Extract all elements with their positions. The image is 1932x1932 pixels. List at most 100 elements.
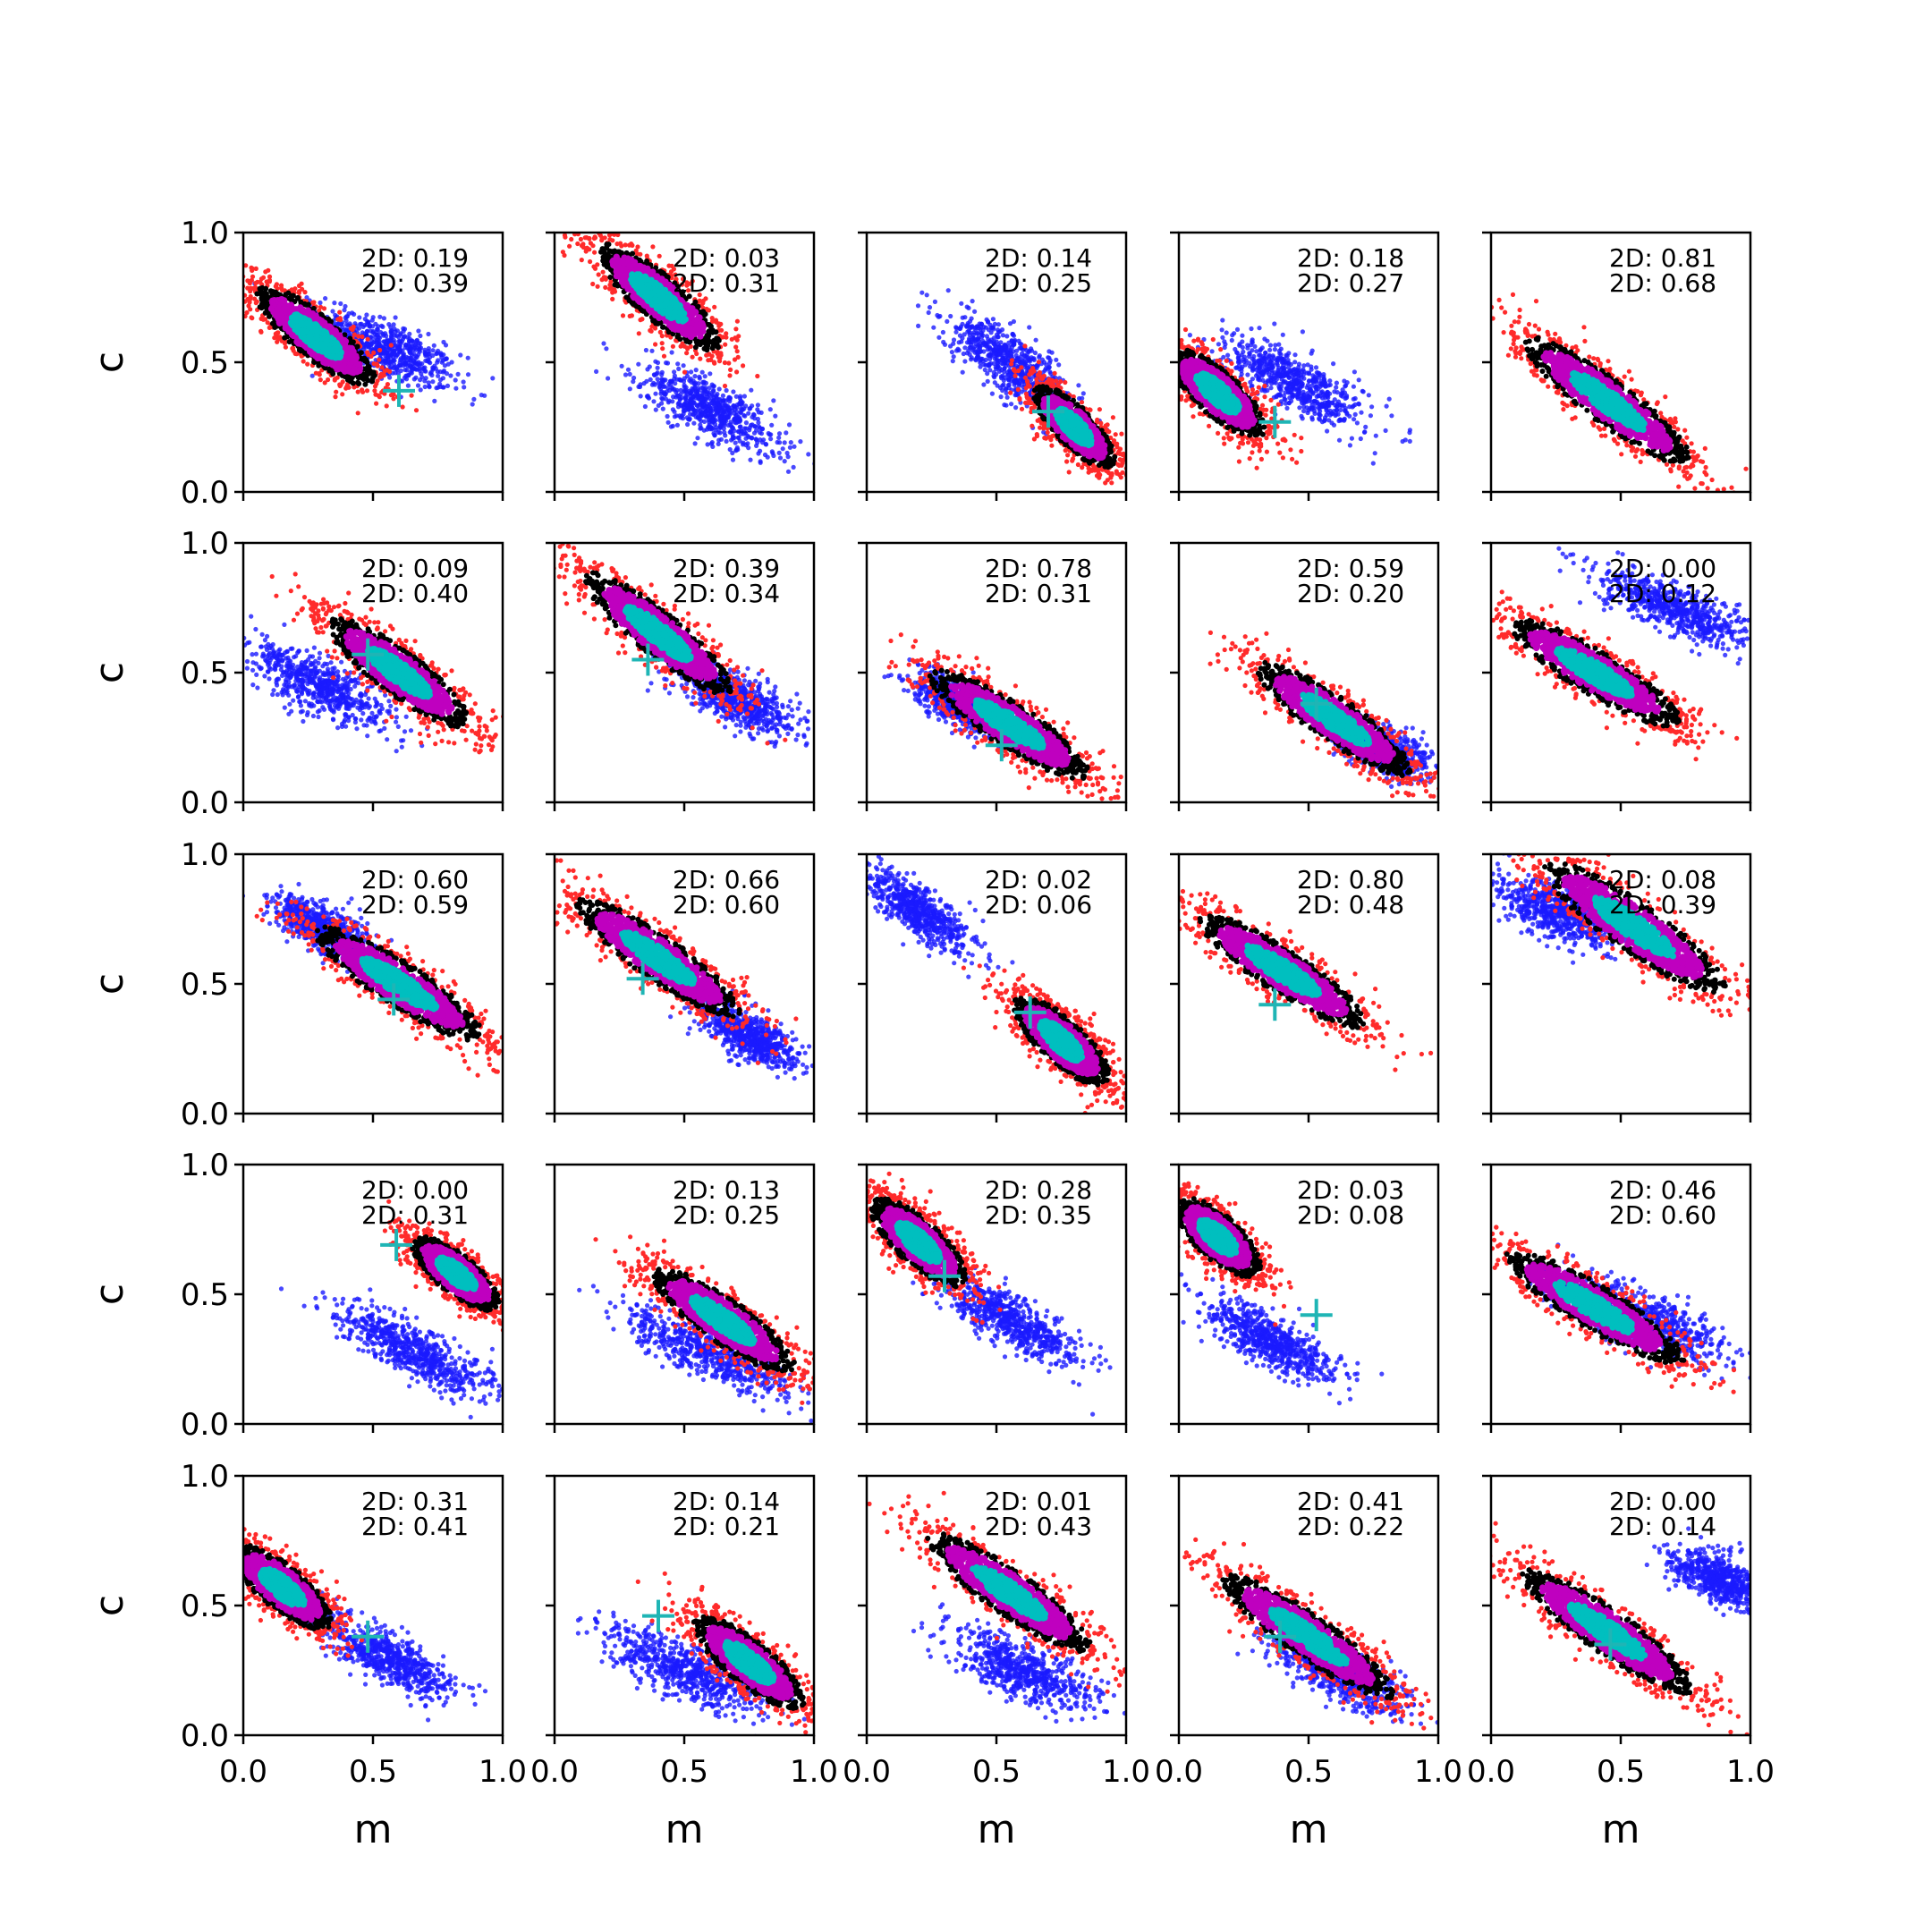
alt-point	[627, 386, 632, 392]
data-point	[702, 311, 708, 318]
alt-point	[776, 435, 782, 440]
data-point	[385, 382, 390, 387]
alt-point	[470, 402, 475, 407]
data-point	[595, 284, 600, 289]
alt-point	[967, 318, 973, 324]
alt-point	[691, 411, 696, 417]
alt-point	[1011, 318, 1016, 325]
alt-point	[1008, 378, 1014, 384]
alt-point	[725, 422, 732, 428]
data-point	[635, 283, 642, 291]
data-point	[1017, 395, 1022, 402]
data-point	[334, 389, 339, 394]
alt-point	[677, 413, 682, 419]
data-point	[686, 293, 692, 300]
data-point	[654, 273, 661, 280]
alt-point	[707, 386, 712, 391]
alt-point	[338, 322, 343, 327]
data-point	[631, 294, 638, 301]
data-point	[734, 349, 740, 354]
alt-point	[951, 354, 956, 360]
alt-point	[401, 326, 406, 331]
data-point	[599, 235, 605, 241]
alt-point	[967, 332, 972, 338]
data-point	[653, 342, 658, 347]
alt-point	[1018, 372, 1023, 377]
alt-point	[741, 394, 748, 399]
alt-point	[780, 446, 785, 452]
data-point	[282, 341, 288, 346]
alt-point	[961, 351, 966, 357]
data-point	[722, 383, 728, 389]
data-point	[238, 276, 242, 281]
alt-point	[304, 295, 309, 301]
data-point	[1058, 378, 1063, 385]
alt-point	[738, 424, 743, 429]
data-point	[569, 236, 574, 242]
alt-point	[692, 441, 698, 446]
data-point	[624, 255, 631, 262]
data-point	[285, 290, 292, 296]
alt-point	[720, 400, 726, 405]
alt-point	[411, 377, 417, 382]
data-point	[1129, 478, 1133, 482]
alt-point	[1013, 363, 1019, 369]
data-point	[720, 335, 725, 340]
alt-point	[978, 360, 983, 366]
data-point	[650, 244, 656, 250]
alt-point	[1019, 351, 1025, 356]
alt-point	[973, 325, 979, 330]
data-point	[364, 388, 370, 394]
data-point	[755, 373, 760, 379]
alt-point	[689, 397, 694, 402]
data-point	[289, 305, 296, 312]
alt-point	[442, 363, 447, 369]
alt-point	[407, 331, 412, 336]
data-point	[322, 341, 329, 348]
data-point	[1121, 451, 1126, 456]
data-point	[680, 323, 687, 330]
data-point	[710, 343, 716, 349]
alt-point	[1007, 369, 1013, 374]
alt-point	[1017, 381, 1022, 386]
point-cloud	[238, 263, 496, 416]
alt-point	[992, 321, 997, 326]
alt-point	[1033, 337, 1038, 343]
alt-point	[768, 436, 774, 442]
alt-point	[709, 440, 715, 445]
alt-point	[960, 369, 965, 375]
data-point	[709, 318, 716, 324]
core-points	[628, 271, 689, 325]
data-point	[272, 335, 277, 341]
alt-point	[986, 319, 991, 325]
alt-point	[951, 341, 956, 346]
data-point	[1049, 434, 1055, 439]
data-point	[337, 309, 343, 315]
alt-point	[1016, 338, 1021, 343]
data-point	[640, 264, 648, 271]
annotation-1: 2D: 0.03	[673, 243, 780, 273]
data-point	[685, 328, 692, 335]
alt-point	[691, 420, 697, 426]
alt-point	[669, 350, 674, 355]
data-point	[1036, 360, 1041, 365]
alt-point	[998, 348, 1004, 353]
data-point	[347, 335, 353, 342]
data-point	[374, 381, 379, 386]
alt-point	[718, 436, 724, 442]
data-point	[362, 358, 368, 363]
alt-point	[430, 348, 436, 353]
data-point	[391, 396, 396, 402]
alt-point	[689, 369, 694, 375]
alt-point	[1000, 333, 1005, 338]
data-point	[660, 270, 666, 276]
alt-point	[702, 374, 708, 379]
alt-point	[722, 429, 727, 436]
data-point	[1094, 473, 1100, 479]
data-point	[379, 365, 385, 370]
alt-point	[981, 382, 987, 387]
alt-point	[991, 360, 996, 366]
data-point	[1111, 438, 1117, 444]
alt-point	[1022, 365, 1028, 370]
alt-point	[653, 391, 658, 396]
